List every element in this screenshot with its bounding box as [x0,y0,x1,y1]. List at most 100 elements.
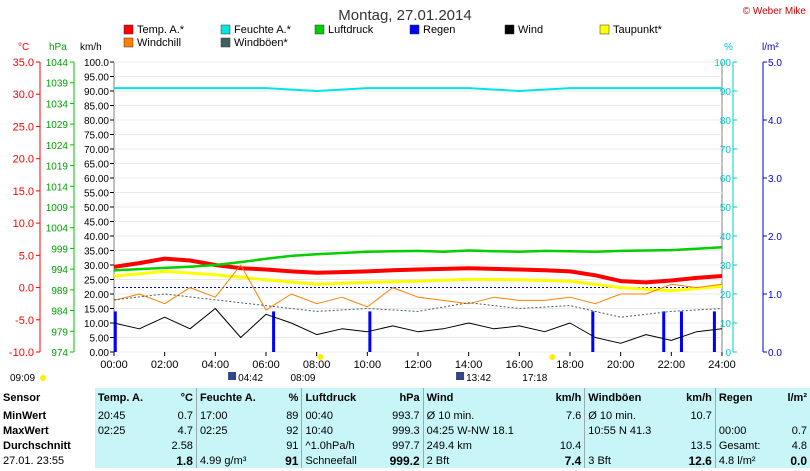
press-tick-label: 1019 [46,162,69,173]
rain-tick-label: 0.0 [768,348,782,359]
stats-cell: 997.7 [376,438,424,453]
hum-tick-label: 60 [720,174,732,185]
stats-cell: 02:25 [195,423,277,438]
legend-label: Windböen* [234,37,289,49]
hum-tick-label: 90 [720,87,732,98]
hum-tick-label: 0 [725,348,731,359]
wind-tick-label: 35.00 [84,247,109,258]
temp-unit-label: °C [18,42,29,53]
plot-area [113,87,723,352]
legend-label: Taupunkt* [613,24,663,36]
moon-time-label: 04:42 [238,373,263,384]
weather-chart: Montag, 27.01.2014 © Weber Mike Temp. A.… [9,6,807,384]
series-line [113,308,723,344]
stats-cell: 4.8 l/m² [714,453,778,468]
stats-cell: 0.7 [160,408,197,423]
time-tick-label: 04:00 [202,359,230,371]
time-tick-label: 22:00 [658,359,686,371]
legend-label: Feuchte A.* [234,24,292,36]
temp-tick-label: -10.0 [9,347,34,359]
stats-cell [714,408,778,423]
statistics-table: Sensor Temp. A. °C Feuchte A. % Luftdruc… [0,388,810,468]
time-tick-label: 06:00 [252,359,280,371]
hum-tick-label: 50 [720,203,732,214]
press-tick-label: 979 [51,327,68,338]
sun-time-label: 08:09 [290,373,315,384]
legend-swatch [314,24,325,35]
wind-tick-label: 100.0 [84,58,109,69]
stats-cell: 91 [285,453,299,468]
stats-cell [543,423,585,438]
wind-tick-label: 85.00 [84,102,109,113]
stats-header: Temp. A. [94,388,161,408]
press-tick-label: 999 [51,244,68,255]
stats-row-current: 27.01. 23:55 1.8 4.99 g/m³ 91 Schneefall… [0,453,810,468]
legend-label: Wind [518,24,543,36]
stats-header: Wind [422,388,544,408]
sun-icon [317,354,324,360]
stats-header: Sensor [0,388,95,408]
rain-tick-label: 5.0 [768,58,782,69]
press-tick-label: 984 [51,307,68,318]
stats-header: Feuchte A. [195,388,277,408]
rain-bar [662,311,666,352]
wind-tick-label: 30.00 [84,261,109,272]
moon-icon [456,372,465,380]
sun-icon [40,375,46,381]
wind-tick-label: 0.00 [90,348,110,359]
wind-tick-label: 20.00 [84,290,109,301]
time-tick-label: 20:00 [607,359,635,371]
series-line [114,87,722,92]
rain-bar [591,311,595,352]
stats-cell [195,438,277,453]
time-tick-label: 16:00 [506,359,534,371]
stats-cell: 249.4 km [422,438,544,453]
stats-cell: 13.5 [674,438,716,453]
press-tick-label: 1039 [46,79,69,90]
legend-label: Temp. A.* [137,24,185,36]
stats-cell: 7.6 [543,408,585,423]
stats-cell: 00:00 [714,423,778,438]
chart-legend: Temp. A.* Feuchte A.* Luftdruck Regen Wind Ta… [123,24,663,49]
stats-header: km/h [543,388,585,408]
sun-icon [549,354,556,360]
stats-row-label: Durchschnitt [0,438,95,453]
stats-header: °C [160,388,197,408]
rain-tick-label: 1.0 [768,290,782,301]
series-line [113,245,723,272]
stats-row-label: MaxWert [0,423,95,438]
stats-cell: 7.4 [564,453,582,468]
hum-tick-label: 10 [720,319,732,330]
sun-moon-row: 09:09 04:42 13:42 08:09 17:18 [10,354,556,384]
stats-cell: 10:55 N 41.3 [584,423,675,438]
stats-row-label: MinWert [0,408,95,423]
wind-tick-label: 5.00 [90,334,110,345]
temp-tick-label: 20.0 [13,154,34,166]
stats-cell: 4.99 g/m³ [195,453,277,468]
wind-tick-label: 10.00 [84,319,109,330]
wind-tick-label: 75.00 [84,131,109,142]
press-tick-label: 1009 [46,203,69,214]
press-tick-label: 989 [51,286,68,297]
wind-tick-label: 80.00 [84,116,109,127]
rain-unit-label: l/m² [762,42,779,53]
rain-bar [679,311,683,352]
stats-cell: ^1.0hPa/h [301,438,377,453]
legend-swatch [409,24,420,35]
stats-cell: Schneefall [301,453,377,468]
stats-cell: Ø 10 min. [422,408,544,423]
rain-bar [368,311,372,352]
rain-tick-label: 2.0 [768,232,782,243]
wind-tick-label: 60.00 [84,174,109,185]
time-tick-label: 12:00 [404,359,432,371]
time-tick-label: 08:00 [303,359,331,371]
press-tick-label: 1029 [46,120,69,131]
stats-cell: 999.3 [376,423,424,438]
time-tick-label: 18:00 [556,359,584,371]
stats-header: Luftdruck [301,388,377,408]
stats-cell: 10:40 [301,423,377,438]
time-tick-label: 14:00 [455,359,483,371]
stats-cell [584,438,675,453]
hum-tick-label: 40 [720,232,732,243]
stats-cell: 3 Bft [584,453,675,468]
